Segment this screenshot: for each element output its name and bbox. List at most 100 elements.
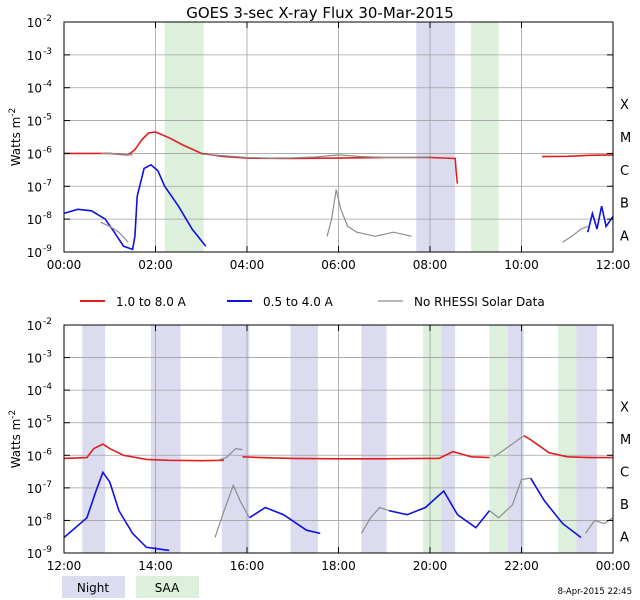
night-band [416, 22, 456, 252]
y-tick-label: 10 [27, 115, 42, 129]
x-tick-label: 08:00 [413, 258, 448, 272]
series-legend: 1.0 to 8.0 A 0.5 to 4.0 A No RHESSI Solar … [80, 295, 545, 309]
series-long-line [523, 435, 613, 459]
y-tick-exponent: -2 [43, 14, 52, 24]
x-tick-label: 14:00 [138, 559, 173, 573]
legend-saa-swatch [136, 576, 199, 598]
series-long-line [63, 443, 225, 462]
series-rhessi-line [217, 447, 243, 461]
x-tick-label: 04:00 [230, 258, 265, 272]
flare-class-label: A [620, 230, 629, 245]
chart-title: GOES 3-sec X-ray Flux 30-Mar-2015 [186, 4, 454, 22]
y-tick-exponent: -6 [43, 145, 52, 155]
series-rhessi-line [100, 221, 129, 243]
y-tick-exponent: -9 [43, 244, 52, 254]
x-tick-label: 02:00 [138, 258, 173, 272]
saa-band [164, 22, 204, 252]
night-band [361, 325, 387, 553]
y-tick-exponent: -8 [43, 211, 52, 221]
shading-legend: Night SAA [62, 576, 199, 598]
series-short-line [529, 477, 582, 539]
series-rhessi-line [562, 225, 589, 243]
night-band [82, 325, 106, 553]
x-tick-label: 18:00 [321, 559, 356, 573]
y-tick-label: 10 [27, 147, 42, 161]
night-band [290, 325, 318, 553]
y-tick-label: 10 [27, 213, 42, 227]
y-tick-label: 10 [27, 16, 42, 30]
y-tick-exponent: -3 [43, 47, 52, 57]
series-short-line [63, 470, 170, 552]
series-short-line [248, 506, 321, 535]
x-tick-label: 10:00 [504, 258, 539, 272]
y-tick-label: 10 [27, 319, 42, 333]
series-rhessi-line [326, 189, 412, 237]
legend-short-label: 0.5 to 4.0 A [263, 295, 334, 309]
saa-band [423, 325, 442, 553]
y-tick-label: 10 [27, 449, 42, 463]
saa-band [558, 325, 577, 553]
y-tick-exponent: -6 [43, 447, 52, 457]
series-rhessi-line [489, 477, 531, 519]
y-tick-label: 10 [27, 514, 42, 528]
flare-class-label: B [620, 197, 629, 212]
flare-class-label: B [620, 498, 629, 513]
x-tick-label: 16:00 [230, 559, 265, 573]
flare-class-label: A [620, 531, 629, 546]
legend-saa-label: SAA [155, 581, 180, 595]
y-axis-label: Watts m-2 [8, 108, 23, 167]
x-tick-label: 20:00 [413, 559, 448, 573]
y-axis-label: Watts m-2 [8, 410, 23, 469]
y-tick-label: 10 [27, 180, 42, 194]
y-tick-label: 10 [27, 384, 42, 398]
series-short-line [388, 489, 491, 529]
flare-class-label: M [620, 131, 631, 146]
y-tick-exponent: -4 [43, 382, 52, 392]
series-rhessi-line [214, 483, 250, 538]
y-tick-exponent: -3 [43, 350, 52, 360]
x-tick-label: 12:00 [596, 258, 631, 272]
series-long-line [242, 450, 490, 460]
y-tick-label: 10 [27, 352, 42, 366]
y-tick-label: 10 [27, 246, 42, 260]
x-tick-label: 00:00 [596, 559, 631, 573]
y-tick-exponent: -2 [43, 317, 52, 327]
y-tick-label: 10 [27, 82, 42, 96]
y-tick-exponent: -7 [43, 178, 52, 188]
y-tick-exponent: -4 [43, 80, 52, 90]
flare-class-label: C [620, 466, 629, 481]
saa-band [489, 325, 508, 553]
y-tick-exponent: -9 [43, 545, 52, 555]
night-band [221, 325, 250, 553]
night-band [503, 325, 524, 553]
x-tick-label: 06:00 [321, 258, 356, 272]
series-short-line [587, 205, 614, 233]
y-tick-exponent: -5 [43, 113, 52, 123]
timestamp: 8-Apr-2015 22:45 [558, 587, 632, 597]
legend-rhessi-label: No RHESSI Solar Data [414, 295, 545, 309]
legend-long-label: 1.0 to 8.0 A [116, 295, 187, 309]
x-tick-label: 00:00 [47, 258, 82, 272]
series-long-line [542, 154, 614, 158]
flare-class-label: M [620, 433, 631, 448]
saa-band [471, 22, 499, 252]
x-tick-label: 22:00 [504, 559, 539, 573]
y-tick-exponent: -5 [43, 415, 52, 425]
y-tick-label: 10 [27, 417, 42, 431]
flare-class-label: X [620, 400, 629, 415]
y-tick-exponent: -7 [43, 480, 52, 490]
y-tick-label: 10 [27, 547, 42, 561]
series-rhessi-line [201, 153, 431, 159]
y-tick-label: 10 [27, 482, 42, 496]
series-rhessi-line [100, 152, 133, 156]
x-tick-label: 12:00 [47, 559, 82, 573]
y-tick-exponent: -8 [43, 512, 52, 522]
legend-night-swatch [62, 576, 125, 598]
series-rhessi-line [360, 506, 389, 534]
flare-class-label: X [620, 98, 629, 113]
legend-night-label: Night [77, 581, 110, 595]
